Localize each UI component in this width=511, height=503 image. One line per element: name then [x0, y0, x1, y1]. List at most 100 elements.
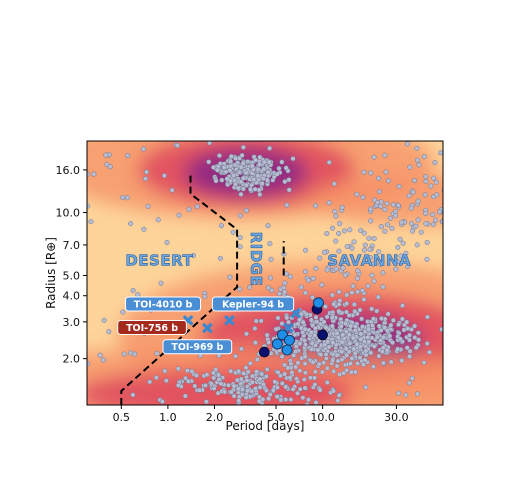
population-point	[87, 361, 91, 367]
population-point	[243, 394, 249, 400]
population-point	[436, 209, 443, 215]
population-point	[415, 198, 421, 204]
population-point	[283, 396, 289, 403]
population-point	[339, 357, 345, 363]
population-point	[387, 215, 394, 221]
population-point	[410, 189, 416, 195]
population-point	[267, 240, 273, 247]
population-point	[333, 266, 339, 272]
population-point	[190, 252, 196, 259]
population-point	[412, 323, 418, 329]
population-point	[279, 321, 285, 327]
population-point	[347, 340, 353, 346]
population-point	[217, 255, 223, 261]
population-point	[389, 225, 395, 231]
population-point	[374, 200, 381, 206]
population-point	[384, 347, 390, 353]
population-point	[174, 142, 181, 148]
x-axis-label: Period [days]	[226, 419, 305, 433]
population-point	[235, 185, 241, 191]
population-point	[204, 372, 210, 378]
population-point	[308, 330, 314, 336]
population-point	[125, 152, 131, 159]
blue-marker-0	[271, 338, 283, 350]
population-point	[331, 368, 337, 374]
population-point	[428, 183, 434, 189]
population-point	[326, 159, 332, 165]
population-point	[253, 318, 259, 324]
desert-boundary-line	[120, 172, 239, 405]
population-point	[376, 175, 382, 181]
planet-tag-toi-969-b: TOI-969 b	[162, 339, 233, 355]
population-point	[218, 381, 224, 387]
population-point	[257, 154, 263, 160]
population-point	[97, 352, 103, 358]
population-point	[120, 194, 126, 200]
population-point	[346, 332, 352, 338]
population-point	[155, 217, 161, 223]
population-point	[312, 382, 318, 388]
population-point	[245, 369, 251, 375]
population-point	[259, 180, 265, 187]
population-point	[234, 377, 240, 383]
population-point	[352, 350, 358, 356]
population-point	[329, 323, 335, 329]
population-point	[275, 369, 281, 375]
population-point	[302, 370, 308, 376]
population-point	[430, 211, 436, 218]
population-point	[243, 365, 249, 371]
population-point	[405, 263, 411, 269]
population-point	[396, 390, 402, 396]
population-point	[404, 319, 410, 325]
population-point	[406, 193, 412, 199]
population-point	[257, 384, 263, 391]
planet-tag-label: Kepler-94 b	[222, 300, 284, 311]
population-point	[336, 289, 342, 295]
population-point	[288, 397, 294, 403]
population-point	[452, 184, 457, 189]
y-tick-label: 16.0	[56, 164, 81, 177]
population-point	[368, 350, 374, 356]
population-point	[323, 325, 329, 331]
population-point	[313, 203, 319, 209]
population-point	[380, 360, 386, 366]
y-tick-label: 4.0	[63, 290, 81, 303]
population-point	[236, 368, 242, 374]
population-point	[376, 189, 382, 195]
population-point	[268, 275, 274, 281]
population-point	[375, 294, 381, 300]
population-point	[240, 144, 246, 150]
population-point	[355, 360, 361, 367]
population-point	[145, 203, 151, 209]
population-point	[406, 380, 412, 386]
population-point	[378, 261, 384, 267]
population-point	[337, 298, 343, 304]
population-point	[128, 221, 134, 227]
population-point	[334, 352, 340, 358]
population-point	[228, 389, 234, 395]
population-point	[219, 177, 225, 183]
population-point	[238, 191, 244, 197]
population-point	[415, 330, 421, 336]
population-point	[252, 386, 258, 392]
population-point	[358, 336, 364, 342]
population-point	[347, 227, 353, 233]
region-layer: DESERT RIDGE SAVANNA	[125, 231, 411, 287]
region-label-ridge: RIDGE	[247, 232, 265, 287]
population-point	[424, 256, 430, 262]
population-point	[384, 328, 390, 334]
population-point	[354, 275, 360, 281]
population-point	[263, 387, 269, 394]
population-point	[412, 335, 418, 341]
population-point	[360, 194, 366, 200]
population-point	[347, 360, 354, 367]
population-point	[389, 340, 396, 346]
population-point	[319, 282, 325, 288]
population-point	[390, 317, 396, 323]
population-point	[454, 196, 459, 201]
cross-marker-1	[202, 322, 213, 334]
population-point	[238, 346, 245, 352]
population-point	[325, 339, 331, 345]
population-point	[227, 167, 233, 174]
population-point	[323, 351, 329, 357]
